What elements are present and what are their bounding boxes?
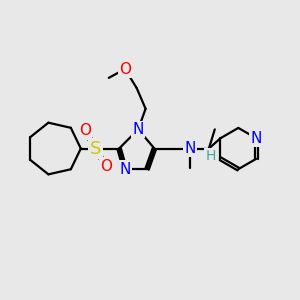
Text: O: O bbox=[79, 123, 91, 138]
Text: N: N bbox=[119, 162, 131, 177]
Text: S: S bbox=[90, 140, 101, 158]
Text: O: O bbox=[119, 61, 131, 76]
Text: O: O bbox=[100, 159, 112, 174]
Text: N: N bbox=[250, 131, 262, 146]
Text: N: N bbox=[184, 141, 195, 156]
Text: N: N bbox=[133, 122, 144, 137]
Text: H: H bbox=[205, 149, 215, 163]
